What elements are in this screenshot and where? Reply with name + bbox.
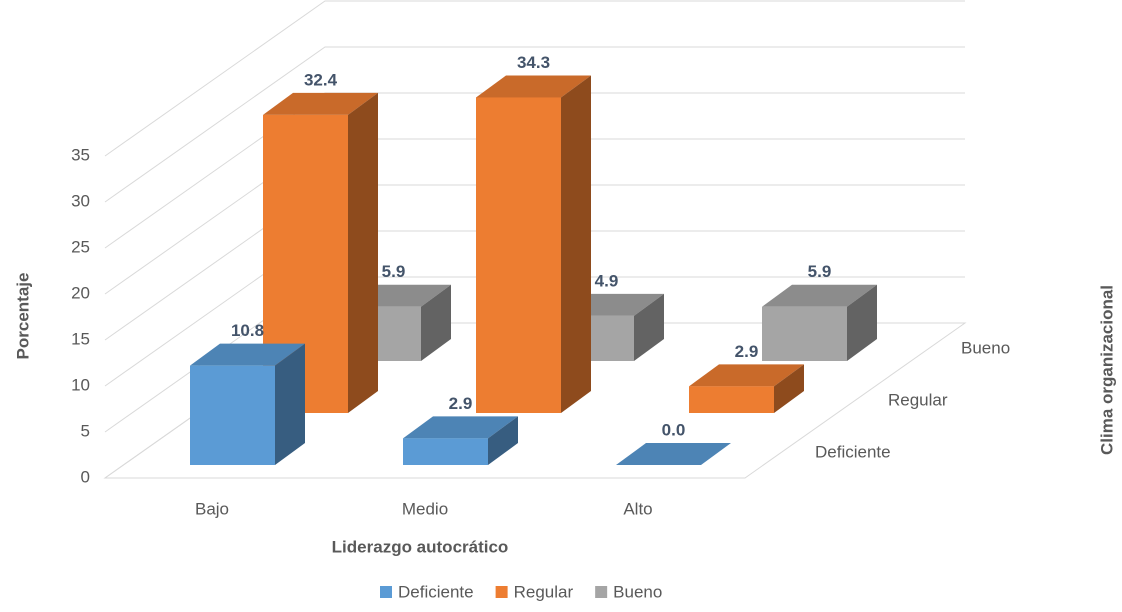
bar-front xyxy=(762,306,847,361)
bar-side xyxy=(348,92,378,414)
value-label: 2.9 xyxy=(449,394,473,413)
bar-side xyxy=(488,416,518,465)
bar-top xyxy=(403,416,518,439)
y-tick-label: 25 xyxy=(71,237,90,256)
bar-side xyxy=(774,364,804,413)
value-label: 2.9 xyxy=(735,342,759,361)
bar-top xyxy=(190,343,305,366)
legend-label: Bueno xyxy=(613,582,662,601)
bar-top xyxy=(476,75,591,98)
bar-side xyxy=(561,75,591,413)
x-tick-label: Medio xyxy=(402,499,448,518)
y-tick-label: 15 xyxy=(71,329,90,348)
bar xyxy=(762,284,877,361)
legend-swatch xyxy=(495,586,508,598)
bar-side xyxy=(847,284,877,361)
legend-swatch xyxy=(380,586,392,598)
x-tick-label: Alto xyxy=(623,499,652,518)
y-axis-title: Porcentaje xyxy=(13,273,32,360)
z-axis-title: Clima organizacional xyxy=(1097,285,1116,455)
bar-top xyxy=(762,284,877,307)
z-tick-label: Regular xyxy=(888,390,948,409)
bar xyxy=(476,75,591,413)
bar xyxy=(190,343,305,465)
legend-swatch xyxy=(595,586,608,598)
bar-front xyxy=(190,365,275,465)
bar xyxy=(403,416,518,465)
bar-front xyxy=(689,386,774,413)
y-tick-label: 35 xyxy=(71,145,90,164)
value-label: 5.9 xyxy=(382,262,406,281)
bar-top xyxy=(263,92,378,115)
value-label: 5.9 xyxy=(808,262,832,281)
y-tick-label: 5 xyxy=(81,421,90,440)
bar xyxy=(616,443,731,465)
bar-top xyxy=(616,443,731,465)
z-tick-label: Bueno xyxy=(961,338,1010,357)
y-tick-label: 20 xyxy=(71,283,90,302)
grid-line xyxy=(104,46,965,203)
y-tick-label: 0 xyxy=(81,467,90,486)
y-tick-label: 10 xyxy=(71,375,90,394)
legend-label: Regular xyxy=(514,582,574,601)
bar-front xyxy=(403,438,488,465)
grid-line xyxy=(104,0,965,157)
value-label: 10.8 xyxy=(231,321,264,340)
value-label: 34.3 xyxy=(517,53,550,72)
y-tick-label: 30 xyxy=(71,191,90,210)
bar-side xyxy=(275,343,305,465)
bar xyxy=(263,92,378,414)
bar-side xyxy=(634,293,664,361)
bar-top xyxy=(689,364,804,387)
value-label: 0.0 xyxy=(662,420,686,439)
legend-label: Deficiente xyxy=(398,582,474,601)
x-tick-label: Bajo xyxy=(195,499,229,518)
bar-front xyxy=(476,97,561,413)
z-tick-label: Deficiente xyxy=(815,442,891,461)
bar-side xyxy=(421,284,451,361)
x-axis-title: Liderazgo autocrático xyxy=(332,537,509,556)
value-label: 32.4 xyxy=(304,70,338,89)
bar xyxy=(689,364,804,413)
value-label: 4.9 xyxy=(595,271,619,290)
